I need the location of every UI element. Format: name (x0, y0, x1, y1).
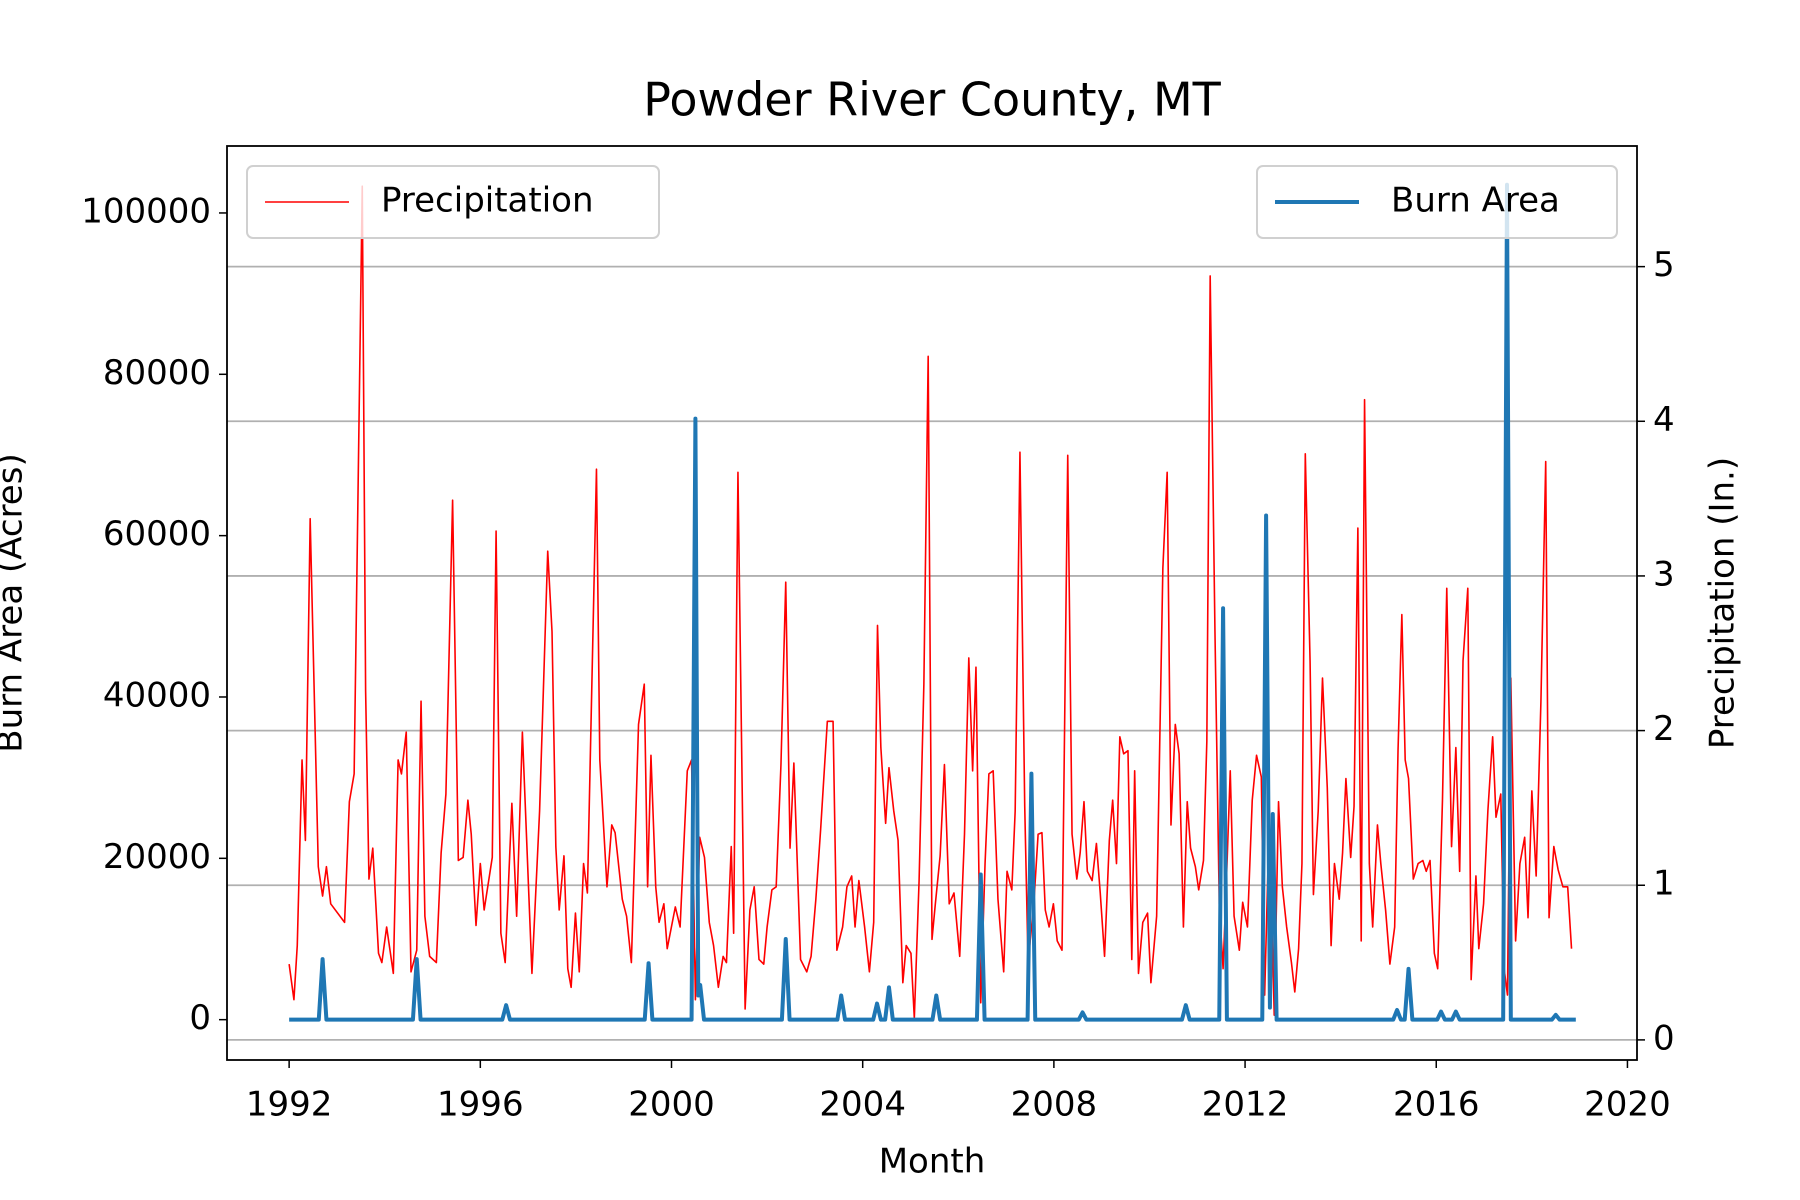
legend-label: Burn Area (1391, 181, 1560, 221)
y2-tick-label: 4 (1653, 400, 1675, 440)
legend-box (246, 165, 660, 239)
x-tick-label: 1992 (246, 1085, 333, 1125)
y-tick-label: 20000 (103, 837, 211, 877)
y-tick-label: 40000 (103, 675, 211, 715)
x-tick-label: 2000 (628, 1085, 715, 1125)
legend-box (1256, 165, 1618, 239)
y-tick-label: 0 (189, 998, 211, 1038)
x-axis-label: Month (879, 1142, 986, 1182)
y-axis-label: Burn Area (Acres) (0, 453, 31, 752)
x-tick-label: 2004 (819, 1085, 906, 1125)
y2-axis-label: Precipitation (In.) (1703, 457, 1743, 749)
y2-tick-label: 5 (1653, 245, 1675, 285)
y-tick-label: 100000 (81, 191, 211, 231)
y2-tick-label: 0 (1653, 1018, 1675, 1058)
legend-label: Precipitation (381, 181, 594, 221)
x-tick-label: 1996 (437, 1085, 524, 1125)
y-tick-label: 60000 (103, 514, 211, 554)
y2-tick-label: 1 (1653, 864, 1675, 904)
plot-frame (226, 145, 1638, 1061)
chart-title: Powder River County, MT (643, 73, 1221, 127)
data-line (289, 182, 1576, 1022)
x-tick-label: 2016 (1393, 1085, 1480, 1125)
y-tick-label: 80000 (103, 353, 211, 393)
data-line (288, 185, 1573, 1020)
y2-tick-label: 3 (1653, 554, 1675, 594)
y2-tick-label: 2 (1653, 709, 1675, 749)
x-tick-label: 2012 (1202, 1085, 1289, 1125)
x-tick-label: 2020 (1584, 1085, 1671, 1125)
x-tick-label: 2008 (1011, 1085, 1098, 1125)
